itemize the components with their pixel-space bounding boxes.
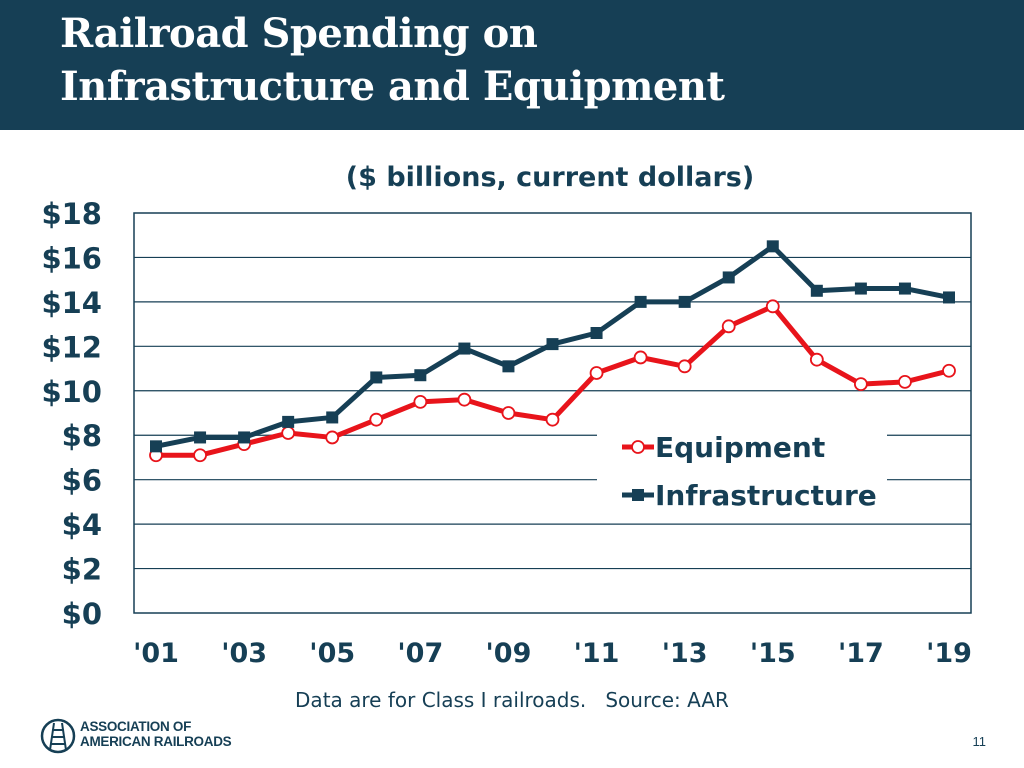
y-tick-label: $6 bbox=[62, 464, 102, 498]
y-tick-label: $2 bbox=[62, 553, 102, 587]
logo-line-2: AMERICAN RAILROADS bbox=[80, 734, 232, 749]
railroad-track-icon bbox=[40, 718, 76, 754]
data-point-infrastructure bbox=[414, 369, 427, 382]
data-point-equipment bbox=[721, 319, 736, 334]
legend-marker-equipment bbox=[631, 440, 645, 454]
legend-label-equipment: Equipment bbox=[655, 431, 825, 464]
data-point-infrastructure bbox=[634, 295, 647, 308]
data-point-equipment bbox=[898, 374, 912, 389]
plot-frame bbox=[133, 212, 972, 614]
aar-logo: ASSOCIATION OF AMERICAN RAILROADS bbox=[40, 716, 232, 756]
x-tick-label: '11 bbox=[574, 638, 620, 669]
data-point-infrastructure bbox=[282, 415, 295, 428]
x-tick-label: '07 bbox=[397, 638, 443, 669]
source-footnote: Data are for Class I railroads. Source: … bbox=[295, 688, 729, 712]
x-tick-label: '19 bbox=[926, 638, 972, 669]
y-tick-label: $10 bbox=[41, 375, 102, 409]
data-point-infrastructure bbox=[546, 338, 559, 351]
data-point-infrastructure bbox=[722, 271, 735, 284]
x-tick-label: '13 bbox=[662, 638, 708, 669]
data-point-equipment bbox=[545, 412, 560, 427]
data-point-equipment bbox=[413, 394, 428, 409]
data-point-infrastructure bbox=[150, 440, 162, 453]
slide-title-line-1: Railroad Spending on bbox=[60, 10, 538, 57]
data-point-equipment bbox=[589, 366, 604, 380]
data-point-infrastructure bbox=[766, 240, 779, 253]
data-point-infrastructure bbox=[898, 282, 911, 295]
data-point-infrastructure bbox=[810, 284, 823, 297]
x-tick-label: '05 bbox=[309, 638, 355, 669]
legend-label-infrastructure: Infrastructure bbox=[655, 479, 877, 512]
data-point-infrastructure bbox=[678, 295, 691, 308]
data-point-equipment bbox=[633, 350, 648, 365]
x-tick-label: '03 bbox=[221, 638, 267, 669]
data-point-equipment bbox=[809, 352, 824, 367]
y-tick-label: $8 bbox=[62, 419, 102, 453]
y-tick-label: $14 bbox=[41, 286, 102, 320]
slide-title-line-2: Infrastructure and Equipment bbox=[60, 63, 725, 110]
data-point-infrastructure bbox=[502, 360, 515, 373]
data-point-equipment bbox=[853, 377, 868, 392]
data-point-equipment bbox=[677, 359, 692, 374]
data-point-equipment bbox=[942, 363, 956, 378]
data-point-infrastructure bbox=[238, 431, 251, 444]
data-point-equipment bbox=[765, 299, 780, 314]
line-chart: $0 $2 $4 $6 $8 $10 $12 $14 $16 $18 '01 '03 '05 '07 '09… bbox=[41, 197, 972, 669]
data-point-equipment bbox=[193, 448, 207, 463]
x-tick-label: '15 bbox=[750, 638, 796, 669]
data-point-equipment bbox=[325, 430, 340, 445]
data-point-equipment bbox=[501, 406, 516, 420]
title-banner: Railroad Spending on Infrastructure and … bbox=[0, 0, 1024, 130]
data-point-infrastructure bbox=[854, 282, 867, 295]
y-tick-label: $4 bbox=[62, 508, 102, 542]
chart-subtitle: ($ billions, current dollars) bbox=[345, 162, 755, 193]
x-tick-label: '17 bbox=[838, 638, 884, 669]
legend-marker-infrastructure bbox=[632, 489, 644, 501]
logo-wordmark: ASSOCIATION OF AMERICAN RAILROADS bbox=[80, 719, 260, 749]
x-tick-label: '09 bbox=[486, 638, 532, 669]
data-point-infrastructure bbox=[458, 342, 471, 355]
data-point-infrastructure bbox=[194, 431, 207, 444]
data-point-infrastructure bbox=[370, 371, 383, 384]
data-point-infrastructure bbox=[326, 411, 339, 424]
x-tick-label: '01 bbox=[133, 638, 179, 669]
y-tick-label: $16 bbox=[41, 241, 102, 275]
data-point-equipment bbox=[369, 412, 384, 427]
data-point-equipment bbox=[457, 392, 472, 407]
y-tick-label: $0 bbox=[62, 597, 102, 631]
data-point-infrastructure bbox=[590, 327, 603, 339]
y-tick-label: $18 bbox=[41, 197, 102, 231]
logo-line-1: ASSOCIATION OF bbox=[80, 719, 192, 734]
page-number: 11 bbox=[972, 734, 987, 749]
y-tick-label: $12 bbox=[41, 330, 102, 364]
data-point-infrastructure bbox=[943, 291, 955, 304]
data-point-equipment bbox=[281, 426, 296, 440]
